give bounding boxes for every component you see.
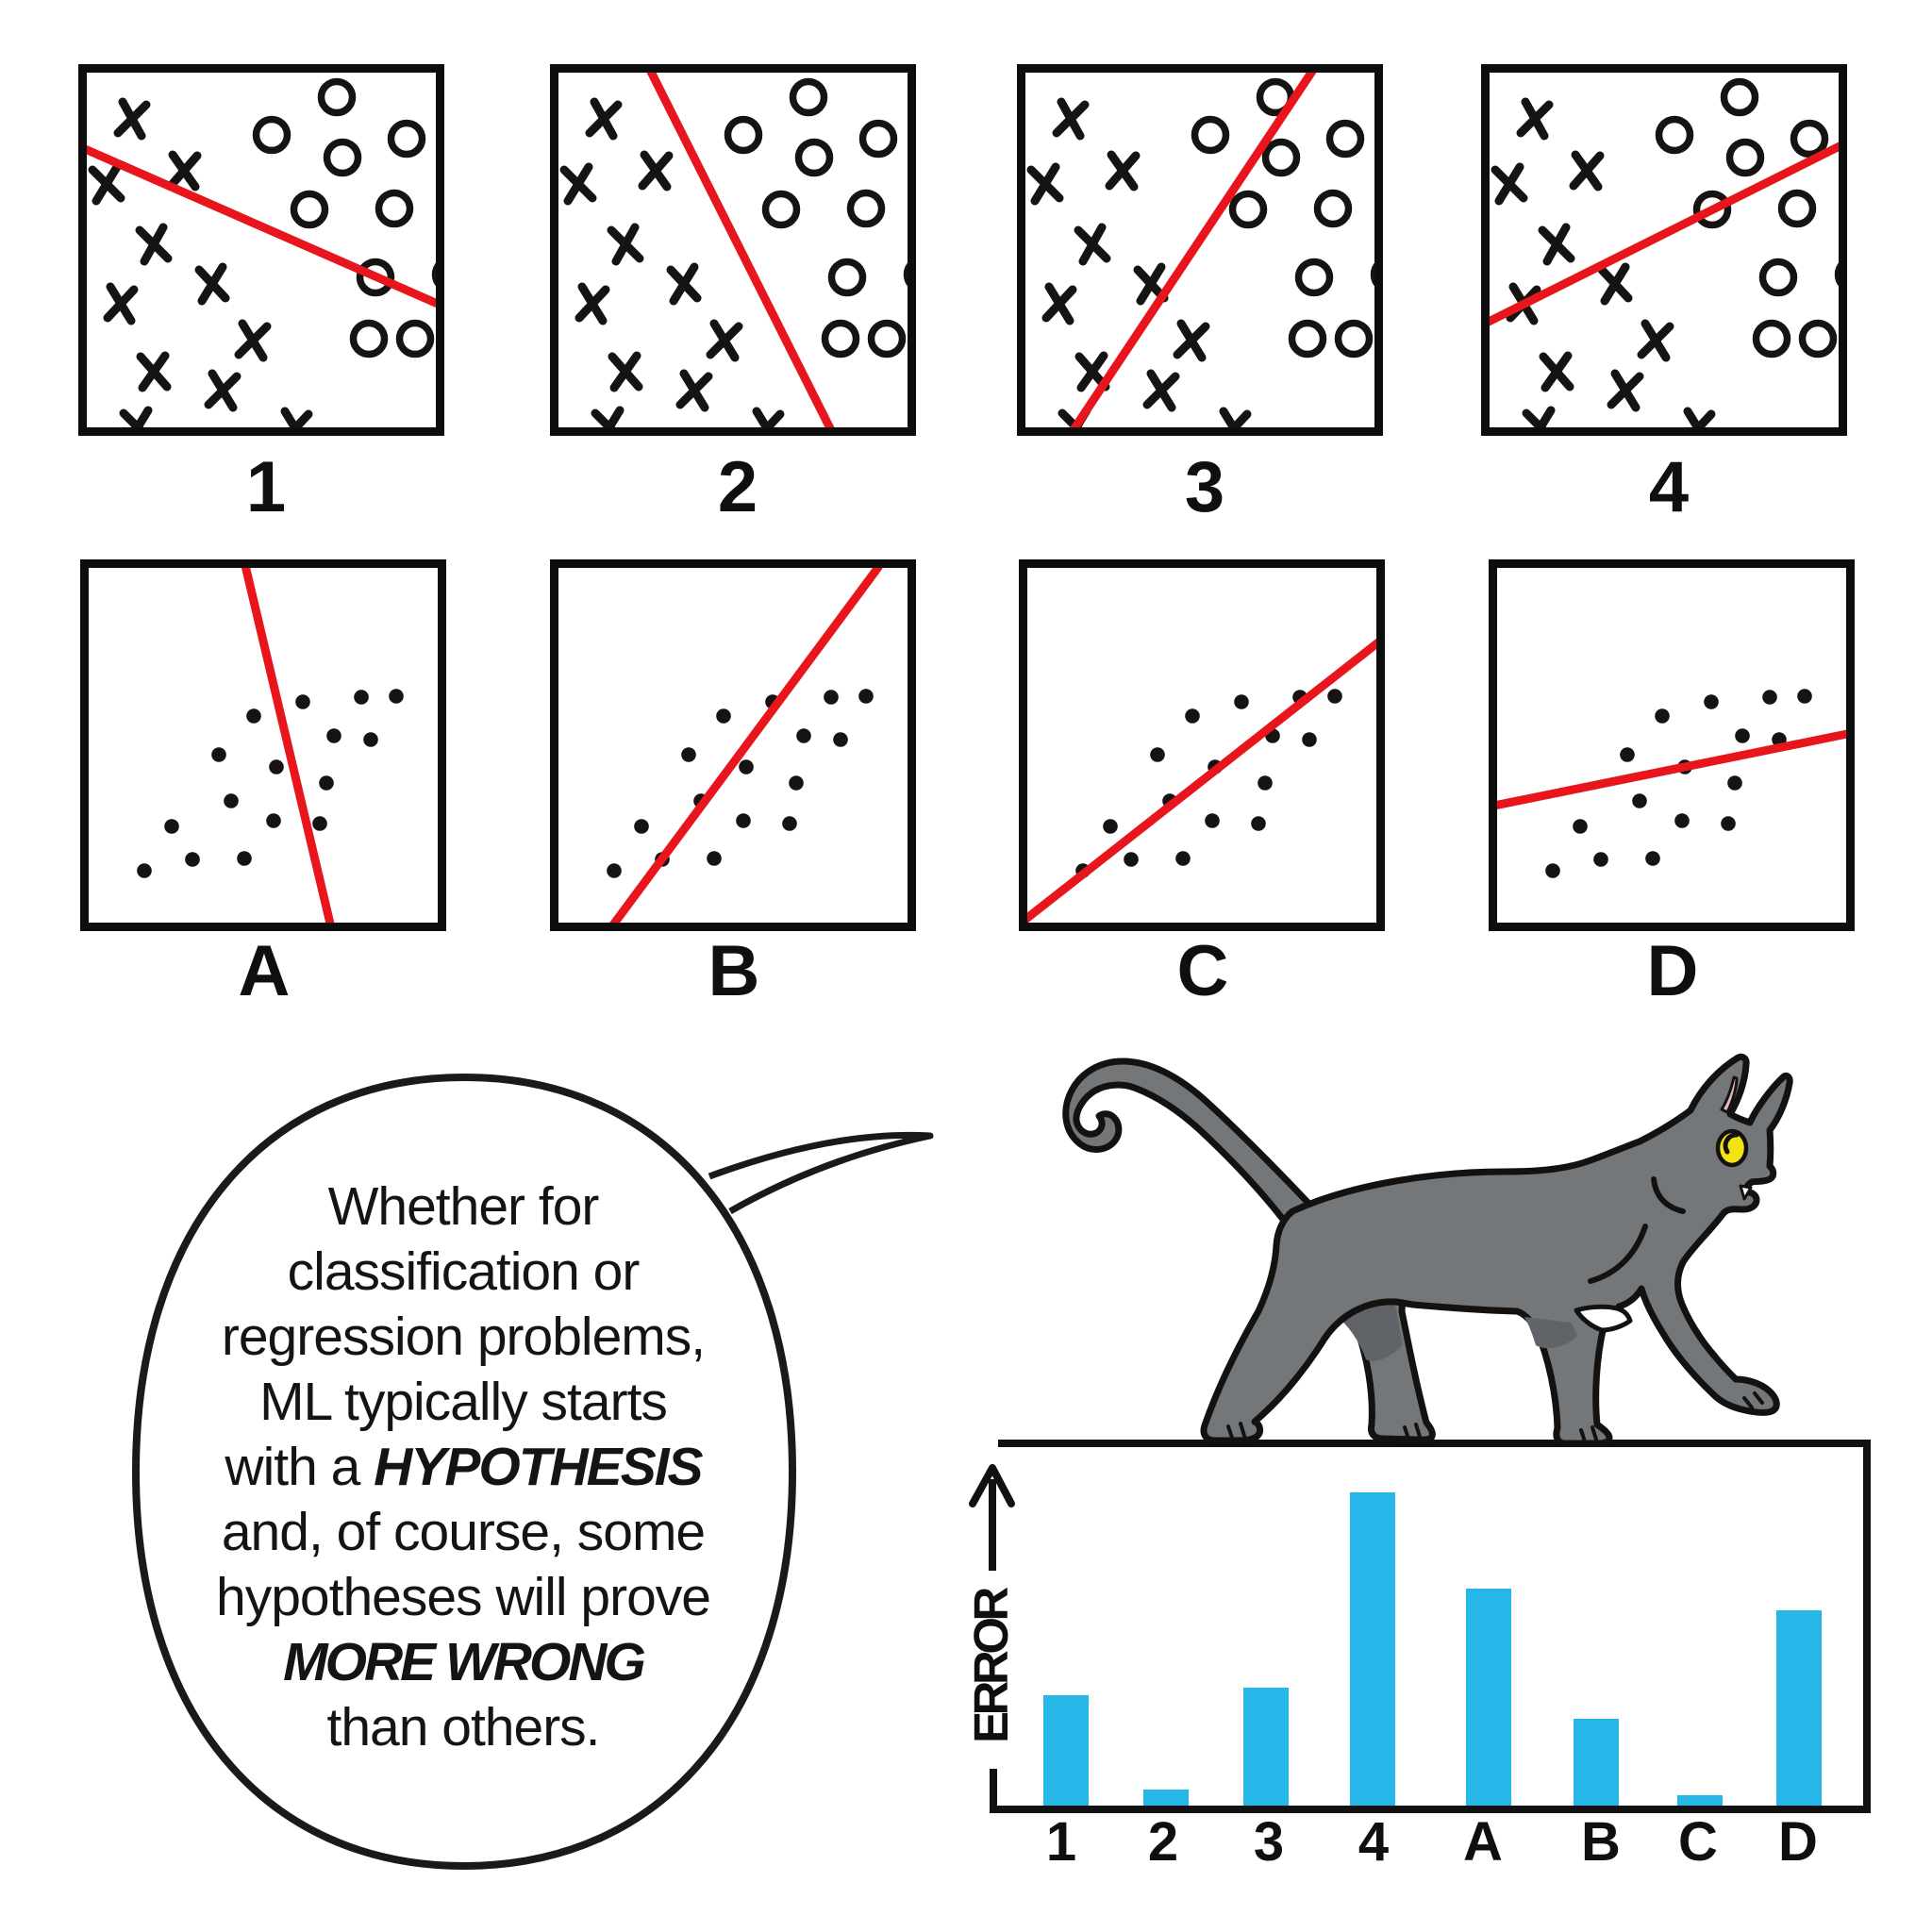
svg-text:1: 1 [246, 447, 286, 527]
svg-text:MORE WRONG: MORE WRONG [283, 1632, 644, 1692]
svg-text:3: 3 [1254, 1811, 1284, 1873]
svg-text:hypotheses will prove: hypotheses will prove [216, 1567, 710, 1627]
svg-text:classification or: classification or [288, 1241, 641, 1302]
svg-text:ERROR: ERROR [964, 1587, 1018, 1742]
svg-text:with a HYPOTHESIS: with a HYPOTHESIS [224, 1437, 703, 1497]
svg-text:A: A [1463, 1811, 1503, 1873]
svg-text:2: 2 [1148, 1811, 1178, 1873]
svg-text:ML typically starts: ML typically starts [259, 1372, 667, 1432]
svg-text:2: 2 [718, 447, 758, 527]
svg-text:4: 4 [1358, 1811, 1389, 1873]
svg-text:4: 4 [1649, 447, 1689, 527]
svg-text:regression problems,: regression problems, [222, 1307, 705, 1367]
svg-text:B: B [1581, 1811, 1621, 1873]
svg-text:and, of course, some: and, of course, some [222, 1502, 705, 1562]
svg-text:C: C [1678, 1811, 1718, 1873]
svg-text:1: 1 [1046, 1811, 1076, 1873]
svg-text:D: D [1647, 931, 1699, 1011]
svg-text:A: A [239, 931, 291, 1011]
svg-text:D: D [1778, 1811, 1818, 1873]
svg-text:than others.: than others. [326, 1697, 599, 1757]
svg-text:Whether for: Whether for [328, 1176, 600, 1237]
svg-text:3: 3 [1185, 447, 1224, 527]
svg-text:B: B [708, 931, 760, 1011]
svg-text:C: C [1177, 931, 1229, 1011]
